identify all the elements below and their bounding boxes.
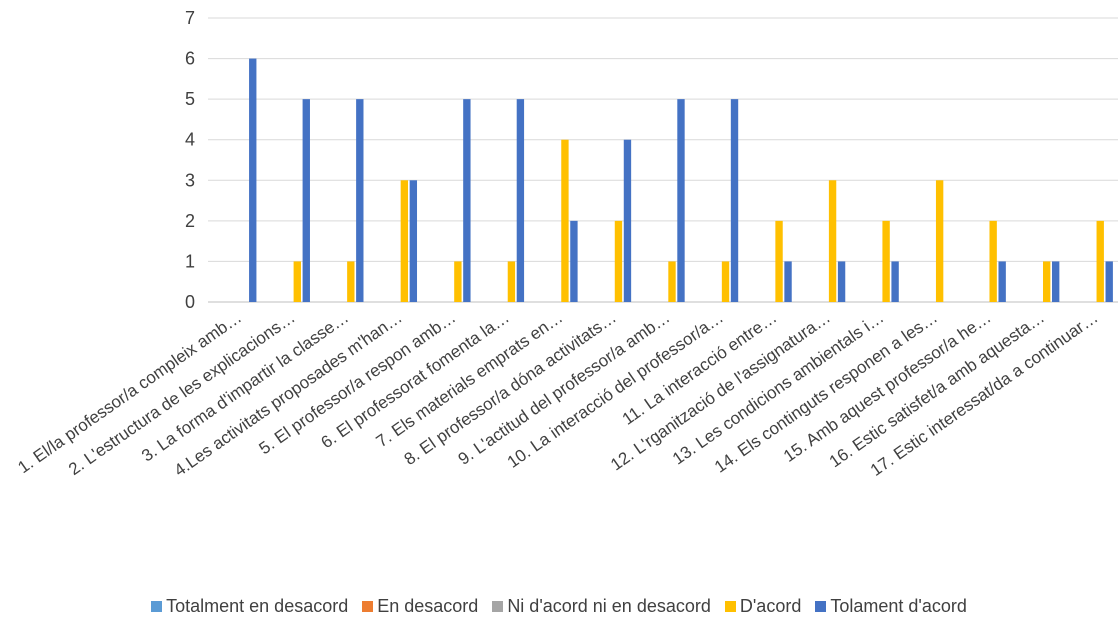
bar [989,220,997,302]
bar [721,261,730,302]
legend-swatch [362,601,374,612]
y-tick-label: 4 [185,130,195,150]
bar [775,220,783,302]
bar [1105,261,1113,302]
legend-swatch [492,601,504,612]
bar [507,261,516,302]
bar [784,261,792,302]
y-tick-label: 2 [185,211,195,231]
bars [249,58,1113,302]
y-tick-label: 6 [185,49,195,69]
legend-item: Tolament d'acord [815,596,967,617]
y-tick-label: 7 [185,8,195,28]
bar [356,99,364,302]
bar [302,99,310,302]
legend-label: Totalment en desacord [166,596,349,616]
bar [623,139,632,302]
legend-label: En desacord [377,596,479,616]
bar [454,261,462,302]
bar [677,99,685,302]
legend-item: En desacord [362,596,478,617]
legend-item: D'acord [724,596,802,617]
bar [1096,220,1104,302]
bar [400,180,409,302]
legend-label: Ni d'acord ni en desacord [507,596,711,616]
legend-label: D'acord [739,596,802,616]
bar [1052,261,1060,302]
gridlines [208,17,1118,303]
legend-label: Tolament d'acord [830,596,967,616]
legend-swatch [724,601,736,612]
bar [463,99,471,302]
bar [347,261,355,302]
bar [935,180,944,302]
bar [998,261,1006,302]
bar [1043,261,1051,302]
bar-chart: 0 1 2 3 4 5 6 7 1. El/la professor/a compleix a… [14,8,1118,480]
bar [409,180,418,302]
bar [891,261,899,302]
bar [293,261,301,302]
y-tick-label: 0 [185,292,195,312]
legend-swatch [815,601,827,612]
bar [837,261,846,302]
y-tick-label: 3 [185,170,195,190]
bar [614,220,623,302]
x-axis-labels: 1. El/la professor/a compleix amb…2. L'e… [14,308,1101,480]
legend-item: Totalment en desacord [151,596,348,617]
y-tick-label: 5 [185,89,195,109]
bar [561,139,569,302]
bar [828,180,837,302]
bar [730,99,739,302]
y-axis-ticks: 0 1 2 3 4 5 6 7 [185,8,195,312]
bar [249,58,257,302]
bar [516,99,525,302]
legend: Totalment en desacord En desacord Ni d'aco… [0,596,1118,617]
bar [570,220,578,302]
bar [668,261,676,302]
bar [882,220,890,302]
legend-item: Ni d'acord ni en desacord [492,596,711,617]
legend-swatch [151,601,163,612]
y-tick-label: 1 [185,251,195,271]
